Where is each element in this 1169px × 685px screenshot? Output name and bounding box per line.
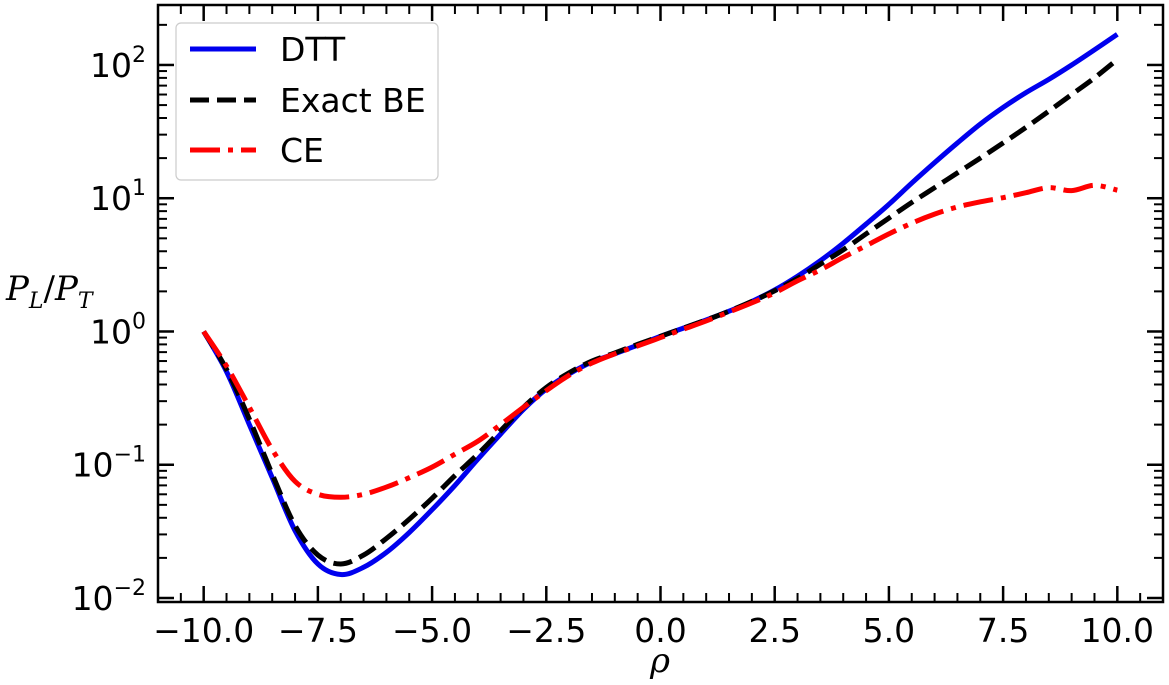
x-tick-label: −10.0 <box>153 611 254 650</box>
x-tick-label: −2.5 <box>506 611 586 650</box>
y-label-slash: / <box>44 269 56 309</box>
x-tick-label: 2.5 <box>748 611 800 650</box>
x-tick-label: 0.0 <box>634 611 686 650</box>
legend-label-dtt: DTT <box>280 30 346 69</box>
plot-frame <box>156 3 1165 604</box>
x-tick-label: 7.5 <box>977 611 1029 650</box>
y-tick-label: 100 <box>90 309 146 351</box>
legend: DTT Exact BE CE <box>175 22 439 181</box>
series-layer <box>201 32 1119 578</box>
legend-label-exact-be: Exact BE <box>280 81 426 120</box>
y-tick-label: 101 <box>90 176 146 218</box>
y-label-sub2: T <box>78 289 95 314</box>
y-tick-label: 102 <box>90 43 146 85</box>
ticks-layer: −10.0 −7.5 −5.0 −2.5 0.0 2.5 5.0 7.5 10.0 10−2 10−… <box>72 5 1163 650</box>
y-axis-label: PL/PT <box>5 269 95 314</box>
y-label-sub1: L <box>28 289 44 314</box>
legend-box <box>175 22 439 181</box>
x-tick-label: −5.0 <box>392 611 472 650</box>
legend-label-ce: CE <box>280 131 324 170</box>
y-tick-label: 10−2 <box>72 576 146 618</box>
y-label-p2: P <box>54 269 79 309</box>
y-tick-label: 10−1 <box>72 443 146 485</box>
series-line-ce <box>201 182 1118 500</box>
y-label-p1: P <box>5 269 30 309</box>
x-tick-label: 5.0 <box>863 611 915 650</box>
x-tick-label: 10.0 <box>1081 611 1154 650</box>
x-tick-label: −7.5 <box>278 611 358 650</box>
x-axis-label: ρ <box>649 641 670 681</box>
